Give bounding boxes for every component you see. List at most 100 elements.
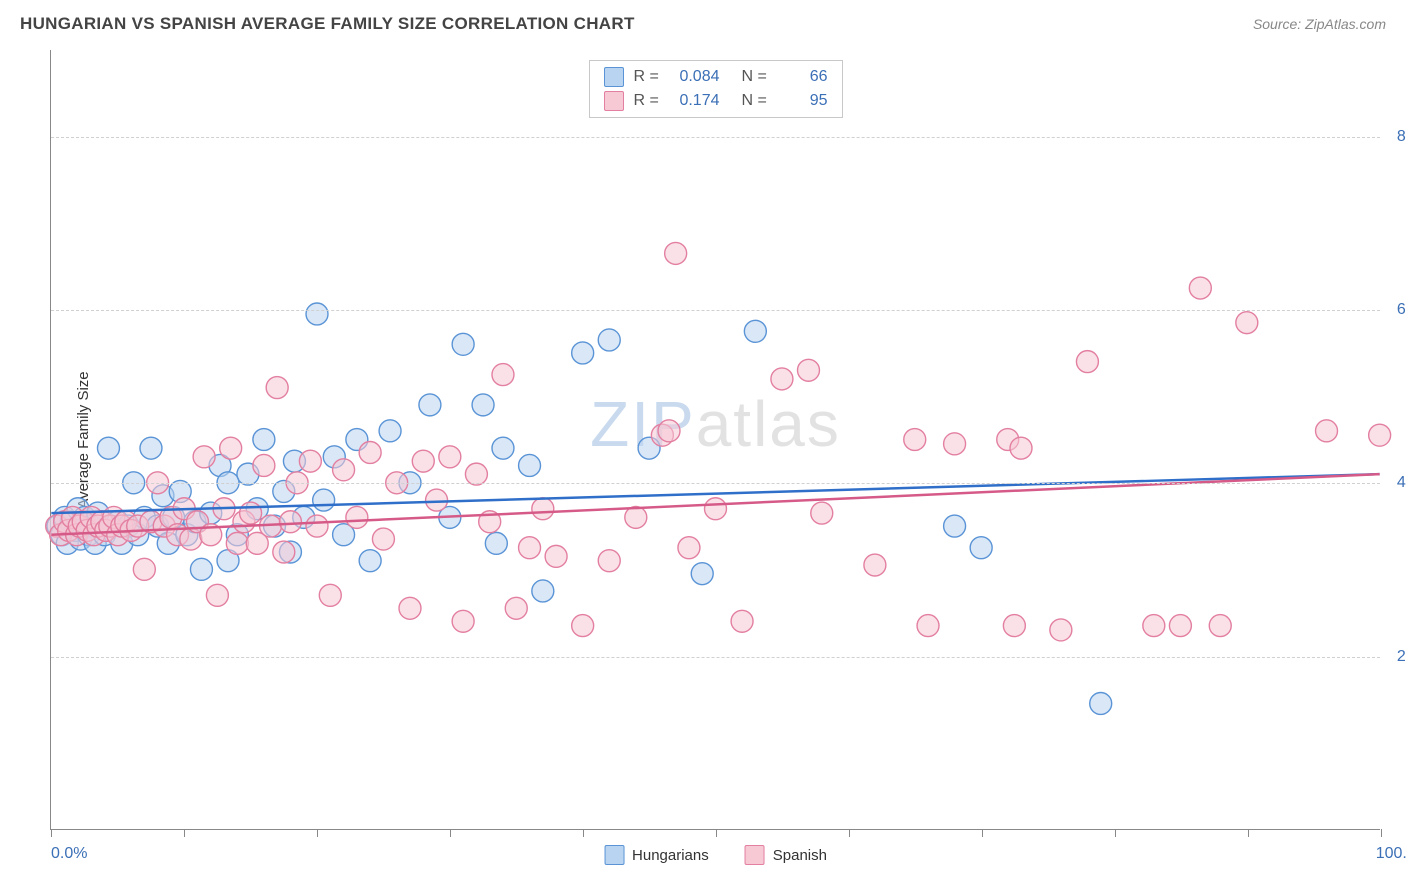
data-point (319, 584, 341, 606)
x-tick (982, 829, 983, 837)
data-point (313, 489, 335, 511)
data-point (705, 498, 727, 520)
data-point (140, 437, 162, 459)
legend-row-spanish: R = 0.174 N = 95 (604, 91, 828, 111)
header: HUNGARIAN VS SPANISH AVERAGE FAMILY SIZE… (0, 0, 1406, 42)
data-point (625, 506, 647, 528)
data-point (1236, 312, 1258, 334)
x-tick (184, 829, 185, 837)
legend-swatch-hungarians (604, 845, 624, 865)
y-tick-label: 6.00 (1397, 301, 1406, 319)
data-point (1369, 424, 1391, 446)
data-point (519, 454, 541, 476)
data-point (598, 329, 620, 351)
data-point (532, 580, 554, 602)
legend-row-hungarians: R = 0.084 N = 66 (604, 67, 828, 87)
gridline (51, 137, 1380, 138)
data-point (970, 537, 992, 559)
data-point (665, 242, 687, 264)
data-point (379, 420, 401, 442)
x-tick (450, 829, 451, 837)
legend-swatch-spanish (745, 845, 765, 865)
data-point (439, 446, 461, 468)
data-point (273, 541, 295, 563)
data-point (1316, 420, 1338, 442)
data-point (1143, 615, 1165, 637)
r-value-spanish: 0.174 (670, 92, 720, 110)
legend-swatch-spanish (604, 91, 624, 111)
data-point (190, 558, 212, 580)
data-point (678, 537, 700, 559)
data-point (279, 511, 301, 533)
data-point (253, 454, 275, 476)
chart-container: Average Family Size ZIPatlas R = 0.084 N… (50, 50, 1380, 830)
gridline (51, 657, 1380, 658)
series-legend: Hungarians Spanish (604, 845, 827, 865)
data-point (399, 597, 421, 619)
data-point (220, 437, 242, 459)
data-point (240, 502, 262, 524)
data-point (691, 563, 713, 585)
legend-label-hungarians: Hungarians (632, 847, 709, 864)
r-label: R = (634, 68, 660, 86)
data-point (492, 437, 514, 459)
data-point (731, 610, 753, 632)
data-point (97, 437, 119, 459)
gridline (51, 310, 1380, 311)
legend-label-spanish: Spanish (773, 847, 827, 864)
data-point (206, 584, 228, 606)
data-point (1189, 277, 1211, 299)
data-point (452, 610, 474, 632)
data-point (1076, 351, 1098, 373)
x-tick (317, 829, 318, 837)
data-point (333, 459, 355, 481)
x-tick (51, 829, 52, 837)
data-point (426, 489, 448, 511)
chart-title: HUNGARIAN VS SPANISH AVERAGE FAMILY SIZE… (20, 14, 635, 34)
x-tick (583, 829, 584, 837)
data-point (545, 545, 567, 567)
n-value-hungarians: 66 (778, 68, 828, 86)
data-point (359, 550, 381, 572)
x-tick (1248, 829, 1249, 837)
data-point (572, 342, 594, 364)
x-axis-max-label: 100.0% (1376, 845, 1406, 863)
n-label: N = (742, 92, 768, 110)
x-tick (1115, 829, 1116, 837)
data-point (253, 429, 275, 451)
data-point (572, 615, 594, 637)
data-point (658, 420, 680, 442)
y-tick-label: 8.00 (1397, 128, 1406, 146)
legend-swatch-hungarians (604, 67, 624, 87)
data-point (492, 364, 514, 386)
data-point (412, 450, 434, 472)
gridline (51, 483, 1380, 484)
data-point (359, 441, 381, 463)
data-point (864, 554, 886, 576)
r-value-hungarians: 0.084 (670, 68, 720, 86)
legend-item-spanish: Spanish (745, 845, 827, 865)
data-point (598, 550, 620, 572)
x-tick (716, 829, 717, 837)
data-point (1050, 619, 1072, 641)
source-attribution: Source: ZipAtlas.com (1253, 16, 1386, 32)
data-point (917, 615, 939, 637)
data-point (485, 532, 507, 554)
data-point (306, 515, 328, 537)
r-label: R = (634, 92, 660, 110)
data-point (505, 597, 527, 619)
data-point (1169, 615, 1191, 637)
data-point (1010, 437, 1032, 459)
data-point (811, 502, 833, 524)
scatter-svg (51, 50, 1380, 829)
data-point (771, 368, 793, 390)
data-point (944, 515, 966, 537)
data-point (133, 558, 155, 580)
plot-area: Average Family Size ZIPatlas R = 0.084 N… (50, 50, 1380, 830)
y-tick-label: 4.00 (1397, 474, 1406, 492)
data-point (372, 528, 394, 550)
data-point (797, 359, 819, 381)
x-axis-min-label: 0.0% (51, 845, 87, 863)
data-point (452, 333, 474, 355)
data-point (1003, 615, 1025, 637)
